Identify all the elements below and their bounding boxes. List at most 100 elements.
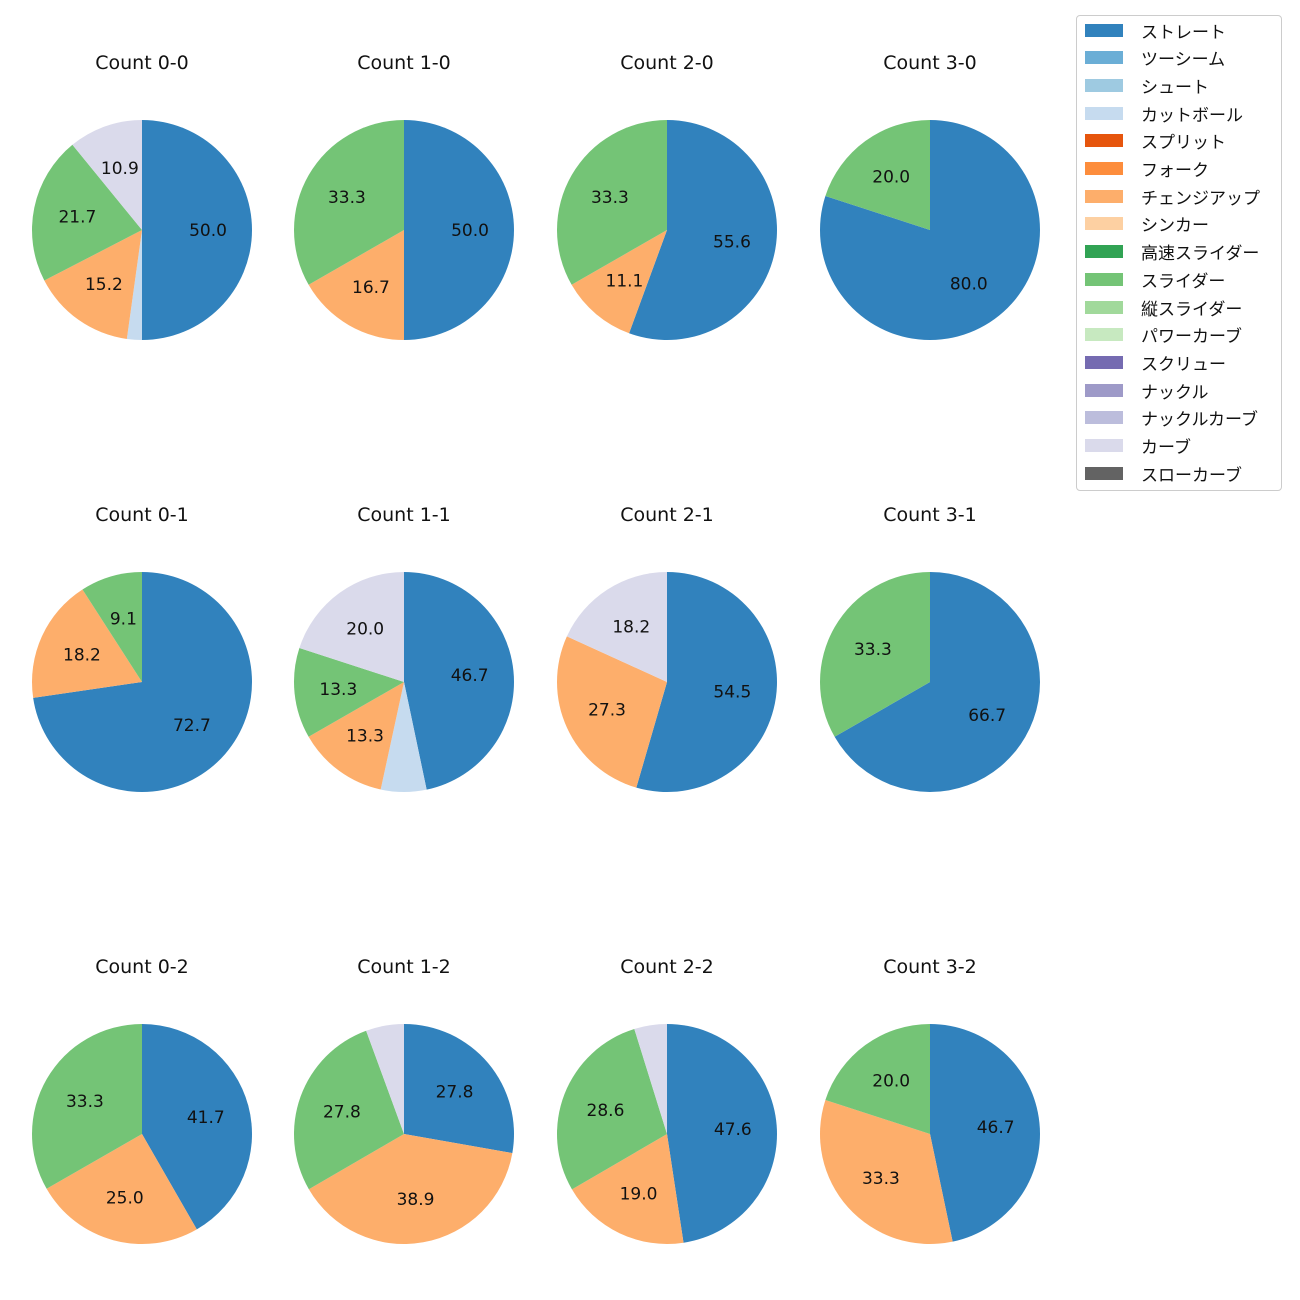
pie-title: Count 1-0 — [357, 52, 451, 74]
pie-title: Count 1-1 — [357, 504, 451, 526]
pie-title: Count 2-0 — [620, 52, 714, 74]
pie-slice-count-3-0-0 — [820, 120, 1040, 340]
pie-data-label: 10.9 — [101, 159, 139, 179]
legend-swatch — [1085, 23, 1123, 37]
pie-slice-count-1-2-0 — [404, 1024, 515, 1154]
pie-slice-count-2-2-0 — [667, 1024, 778, 1243]
legend-swatch — [1085, 272, 1123, 286]
pie-data-label: 13.3 — [319, 680, 357, 700]
legend-swatch — [1085, 439, 1123, 452]
pie-data-label: 18.2 — [612, 617, 650, 637]
legend-swatch — [1085, 78, 1123, 92]
pie-data-label: 13.3 — [346, 726, 384, 746]
pie-slice-count-2-0-1 — [571, 230, 667, 334]
pie-data-label: 20.0 — [346, 620, 384, 640]
pie-slice-count-1-2-3 — [366, 1024, 404, 1134]
pie-count-1-2: Count 1-2 27.8 38.9 27.8 — [293, 956, 515, 1244]
pie-data-label: 33.3 — [66, 1092, 104, 1112]
legend-label: ナックル — [1141, 382, 1209, 403]
legend-swatch — [1085, 245, 1123, 259]
pie-slice-count-0-1-0 — [33, 572, 253, 792]
pie-data-label: 72.7 — [173, 716, 211, 736]
pie-slice-count-2-1-1 — [557, 636, 667, 788]
legend-item: ナックルカーブ — [1085, 407, 1258, 431]
legend-item: フォーク — [1085, 158, 1209, 181]
legend-label: ナックルカーブ — [1141, 410, 1258, 431]
pie-slice-count-3-0-1 — [825, 120, 930, 230]
pie-data-label: 27.8 — [436, 1083, 474, 1103]
pie-title: Count 0-1 — [95, 504, 189, 526]
pie-slice-count-0-0-3 — [31, 144, 142, 281]
pie-slice-count-0-2-1 — [46, 1134, 197, 1244]
legend-label: ストレート — [1141, 22, 1226, 43]
legend-swatch — [1085, 328, 1123, 342]
pie-data-label: 46.7 — [977, 1118, 1015, 1138]
pie-title: Count 0-2 — [95, 956, 189, 978]
pie-data-label: 9.1 — [110, 610, 137, 630]
legend-swatch — [1085, 51, 1123, 65]
legend-label: 高速スライダー — [1141, 244, 1260, 265]
pie-count-1-1: Count 1-1 46.7 13.3 13.3 20.0 — [294, 504, 514, 792]
pie-data-label: 47.6 — [714, 1120, 752, 1140]
pie-slice-count-1-0-0 — [404, 120, 514, 340]
pie-slice-count-1-2-2 — [293, 1030, 404, 1190]
pie-data-label: 11.1 — [606, 271, 644, 291]
pie-slice-count-0-0-0 — [142, 120, 252, 340]
pie-data-label: 46.7 — [451, 666, 489, 686]
pie-data-label: 18.2 — [63, 646, 101, 666]
pie-slice-count-1-0-1 — [308, 230, 404, 340]
pie-data-label: 38.9 — [397, 1190, 435, 1210]
pie-data-label: 27.8 — [323, 1103, 361, 1123]
pie-slice-count-3-1-0 — [834, 572, 1040, 792]
pie-slice-count-3-2-2 — [825, 1024, 930, 1134]
pie-count-3-2: Count 3-2 46.7 33.3 20.0 — [820, 956, 1041, 1245]
pie-slice-count-0-0-2 — [44, 230, 142, 339]
pie-data-label: 33.3 — [591, 188, 629, 208]
pie-data-label: 50.0 — [451, 221, 489, 241]
legend-item: シュート — [1085, 74, 1209, 98]
legend-item: スライダー — [1085, 268, 1226, 292]
pie-data-label: 28.6 — [587, 1101, 625, 1121]
legend-label: カーブ — [1141, 438, 1191, 458]
pie-data-label: 80.0 — [950, 274, 988, 294]
legend-item: 高速スライダー — [1085, 241, 1260, 265]
legend-item: シンカー — [1085, 213, 1209, 236]
legend-label: スプリット — [1141, 133, 1226, 154]
legend-item: ツーシーム — [1085, 47, 1225, 70]
pie-slice-count-2-2-3 — [634, 1024, 667, 1134]
legend-label: スクリュー — [1141, 354, 1226, 375]
pie-count-1-0: Count 1-0 50.0 16.7 33.3 — [293, 52, 514, 340]
legend-item: スプリット — [1085, 130, 1226, 154]
pie-count-2-2: Count 2-2 47.6 19.0 28.6 — [557, 956, 778, 1244]
pie-slice-count-1-1-2 — [308, 682, 404, 790]
pie-data-label: 41.7 — [187, 1108, 225, 1128]
pie-slice-count-3-2-1 — [820, 1100, 953, 1245]
pie-data-label: 20.0 — [872, 168, 910, 188]
pie-data-label: 16.7 — [352, 278, 390, 298]
pie-count-3-1: Count 3-1 66.7 33.3 — [820, 504, 1040, 792]
legend-item: カットボール — [1085, 102, 1243, 126]
pie-slice-count-0-2-2 — [32, 1024, 142, 1189]
pie-slice-count-1-1-0 — [404, 572, 514, 790]
legend-swatch — [1085, 300, 1123, 314]
pie-data-label: 27.3 — [588, 701, 626, 721]
pie-title: Count 3-1 — [883, 504, 977, 526]
pie-slice-count-0-0-1 — [126, 230, 142, 340]
pie-title: Count 3-2 — [883, 956, 977, 978]
legend-label: スライダー — [1141, 271, 1226, 292]
pie-data-label: 19.0 — [620, 1185, 658, 1205]
pie-data-label: 55.6 — [713, 233, 751, 253]
pie-count-0-1: Count 0-1 72.7 18.2 9.1 — [31, 504, 253, 792]
pie-slice-count-2-1-2 — [566, 572, 667, 682]
pie-data-label: 33.3 — [862, 1169, 900, 1189]
pie-slice-count-3-2-0 — [930, 1024, 1041, 1242]
legend-item: スクリュー — [1085, 351, 1226, 375]
pie-slice-count-0-1-1 — [31, 589, 142, 698]
pie-slice-count-1-0-2 — [293, 120, 404, 285]
pie-data-label: 33.3 — [854, 640, 892, 660]
pie-data-label: 54.5 — [713, 682, 751, 702]
legend-item: ナックル — [1085, 379, 1209, 403]
pie-slice-count-2-2-1 — [571, 1134, 684, 1244]
pie-count-2-1: Count 2-1 54.5 27.3 18.2 — [557, 504, 777, 792]
